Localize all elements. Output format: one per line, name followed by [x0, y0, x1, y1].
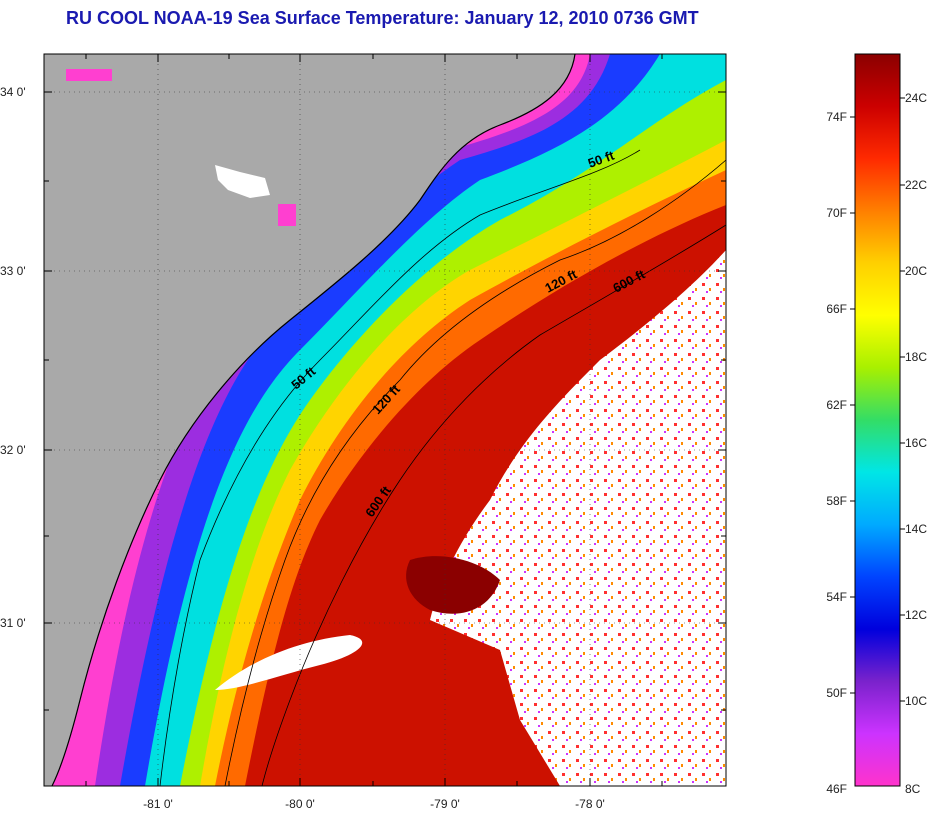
map-frame: [43, 53, 727, 787]
land-area: [44, 54, 575, 786]
cbar-f-58: 58F: [826, 494, 847, 508]
cbar-c-8: 8C: [905, 782, 921, 796]
lon-label-78: -78 0': [575, 797, 605, 811]
map-ticks: [44, 54, 726, 786]
colorbar: 74F 70F 66F 62F 58F 54F 50F 46F 24C 22C …: [826, 53, 927, 796]
longitude-labels: -81 0' -80 0' -79 0' -78 0': [143, 797, 605, 811]
cbar-c-12: 12C: [905, 608, 927, 622]
lat-label-31: 31 0': [0, 616, 26, 630]
cbar-f-74: 74F: [826, 110, 847, 124]
isobath-120ft: [224, 159, 726, 786]
cbar-f-62: 62F: [826, 398, 847, 412]
cbar-f-66: 66F: [826, 302, 847, 316]
cloud-region-east: [430, 250, 726, 786]
colorbar-fahrenheit-labels: 74F 70F 66F 62F 58F 54F 50F 46F: [826, 110, 847, 796]
isobath-600ft: [261, 224, 726, 786]
inland-warm-spot: [278, 204, 296, 226]
cbar-c-24: 24C: [905, 91, 927, 105]
inland-warm-spot-nw: [66, 69, 112, 81]
sst-map: 50 ft 120 ft 600 ft 50 ft 120 ft 600 ft: [44, 54, 726, 786]
cbar-c-16: 16C: [905, 436, 927, 450]
isobath-50ft: [159, 149, 641, 786]
lat-label-33: 33 0': [0, 264, 26, 278]
sst-core-darkred: [406, 556, 500, 614]
lon-label-80: -80 0': [285, 797, 315, 811]
inland-cloud: [215, 165, 270, 198]
map-title: RU COOL NOAA-19 Sea Surface Temperature:…: [66, 8, 699, 28]
cloud-region-southwest: [215, 635, 363, 690]
colorbar-celsius-labels: 24C 22C 20C 18C 16C 14C 12C 10C 8C: [905, 91, 927, 796]
cbar-f-70: 70F: [826, 206, 847, 220]
lon-label-81: -81 0': [143, 797, 173, 811]
lon-label-79: -79 0': [430, 797, 460, 811]
cbar-c-20: 20C: [905, 264, 927, 278]
coastline: [51, 54, 576, 786]
colorbar-scale: [854, 53, 901, 787]
cbar-c-18: 18C: [905, 350, 927, 364]
map-graticule: [44, 54, 726, 786]
lat-label-32: 32 0': [0, 443, 26, 457]
cbar-f-46: 46F: [826, 782, 847, 796]
cbar-f-50: 50F: [826, 686, 847, 700]
cbar-c-14: 14C: [905, 522, 927, 536]
cbar-c-22: 22C: [905, 178, 927, 192]
lat-label-34: 34 0': [0, 85, 26, 99]
colorbar-ticks: [850, 97, 905, 702]
latitude-labels: 34 0' 33 0' 32 0' 31 0': [0, 85, 26, 630]
cbar-c-10: 10C: [905, 694, 927, 708]
cbar-f-54: 54F: [826, 590, 847, 604]
